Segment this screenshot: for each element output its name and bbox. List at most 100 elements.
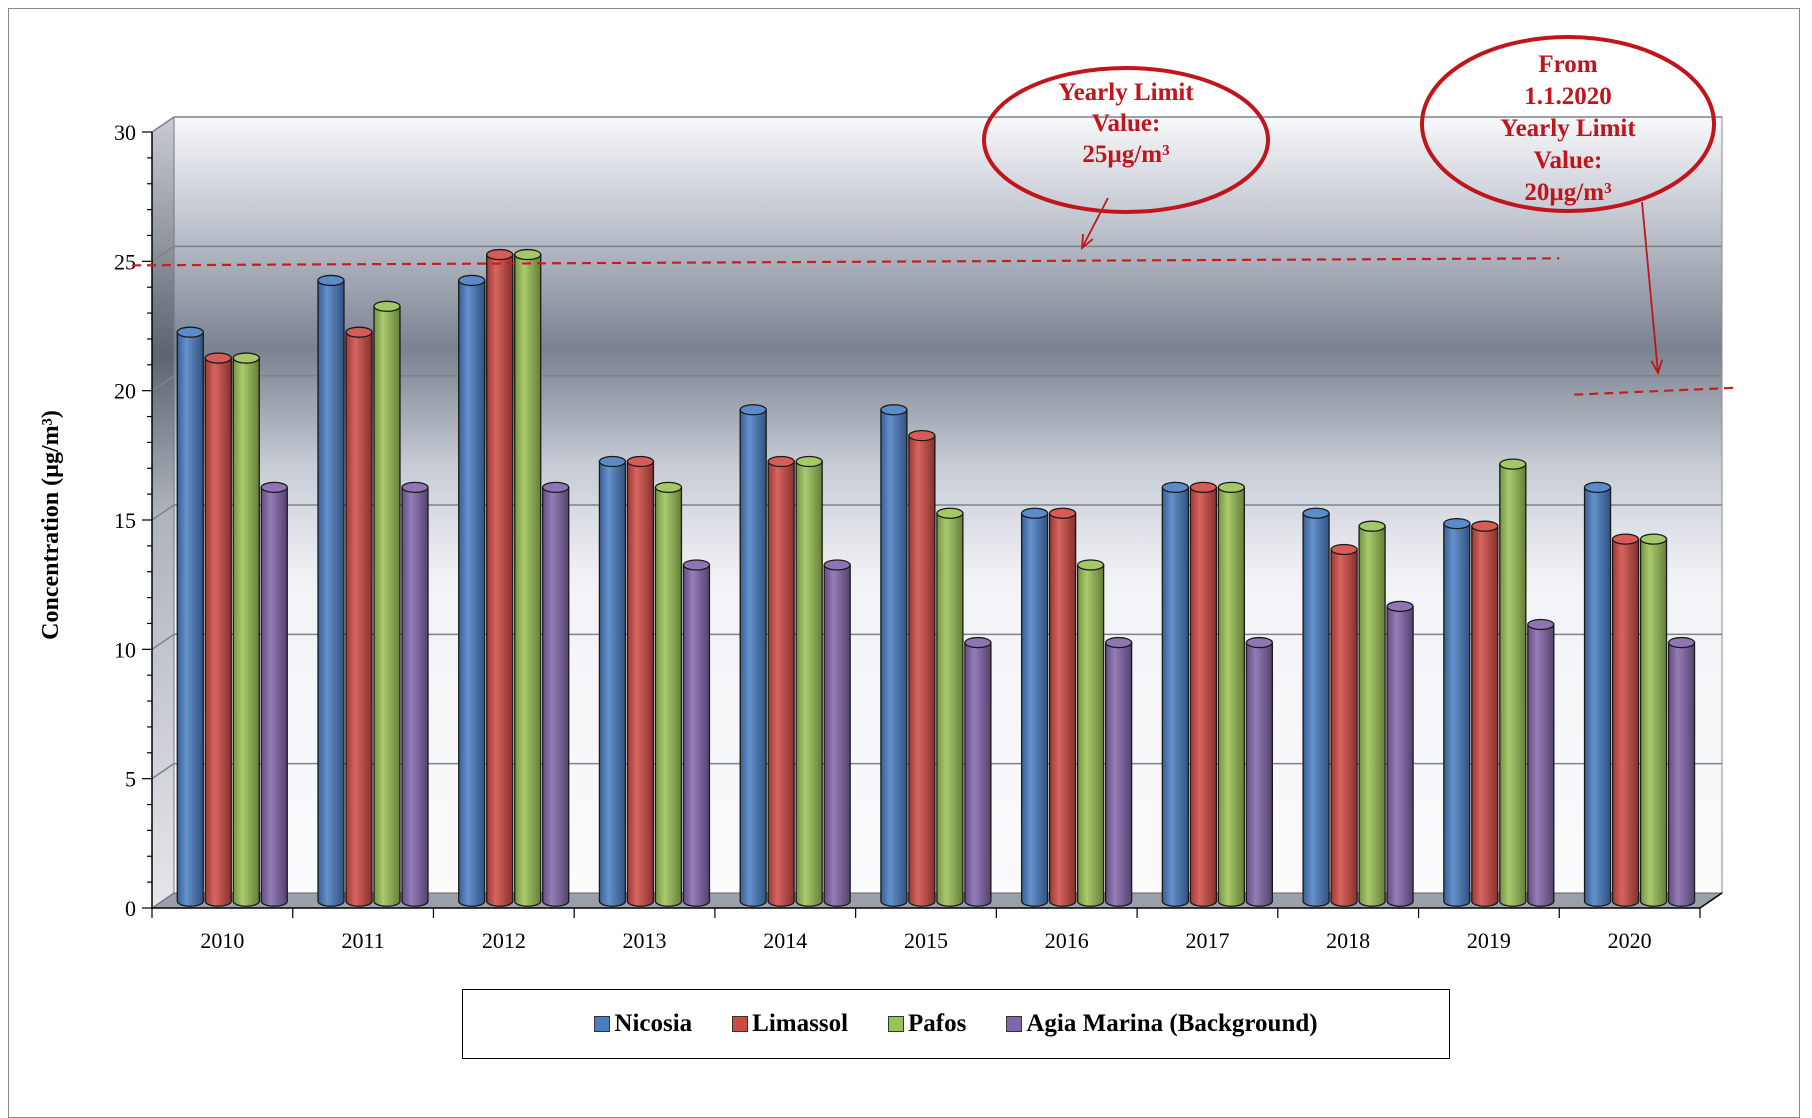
x-tick-label: 2015 — [904, 928, 948, 953]
bar — [260, 481, 288, 907]
bar-top — [1330, 543, 1358, 556]
bar — [1611, 533, 1640, 907]
bar — [514, 248, 542, 907]
bar-body — [458, 279, 486, 907]
bar-body — [936, 512, 964, 907]
bar-body — [1527, 623, 1555, 907]
annotations: Yearly Limit Value: 25µg/m³ From 1.1.2020 Yea… — [982, 35, 1716, 376]
legend-swatch — [888, 1016, 905, 1032]
bar-body — [626, 460, 655, 907]
bar-body — [598, 460, 627, 907]
annotation-arrow — [1641, 201, 1659, 374]
bar — [1217, 481, 1246, 907]
bar-body — [1667, 641, 1696, 907]
bar — [823, 559, 851, 907]
bar-body — [204, 357, 232, 907]
gridline-side — [151, 116, 175, 133]
x-tick-label: 2014 — [763, 928, 807, 953]
bar — [1583, 481, 1612, 907]
bar-body — [317, 279, 345, 907]
bar — [176, 326, 204, 907]
bar — [1386, 600, 1414, 907]
legend-item: Limassol — [732, 1010, 848, 1038]
bar-body — [1386, 605, 1414, 907]
bar-top — [1358, 520, 1386, 532]
legend-label: Pafos — [908, 1010, 967, 1037]
bar-top — [1048, 507, 1077, 519]
annotation-arrowhead — [1650, 359, 1664, 376]
bar-top — [1302, 507, 1330, 519]
bar — [1104, 636, 1133, 907]
bar-top — [1667, 636, 1696, 649]
bar — [767, 455, 795, 907]
bar — [542, 481, 570, 907]
x-tick-label: 2012 — [482, 928, 526, 953]
limit-line — [131, 257, 1560, 267]
y-tick-label: 20 — [114, 379, 136, 404]
x-axis: 2010 2011 2012 2013 2014 2015 2016 2017 2018 2019… — [151, 892, 1723, 953]
y-tick-label: 10 — [114, 637, 136, 662]
bar-body — [1583, 486, 1612, 907]
bar-top — [1161, 481, 1190, 494]
bar — [458, 274, 486, 907]
y-tick-label: 25 — [114, 249, 136, 274]
y-tick-label: 30 — [114, 120, 136, 145]
bars — [176, 248, 1696, 907]
bar — [1330, 543, 1358, 907]
bar-body — [1443, 522, 1471, 907]
bar — [880, 404, 908, 907]
bar — [1161, 481, 1190, 907]
bar-body — [373, 305, 401, 907]
annotation-arrowhead — [1080, 233, 1094, 251]
annotation-ellipse — [982, 66, 1270, 214]
x-tick-label: 2019 — [1467, 928, 1511, 953]
x-tick-label: 2013 — [623, 928, 667, 953]
bar — [654, 481, 683, 907]
bar-body — [1639, 538, 1668, 907]
bar — [936, 507, 964, 907]
bar-body — [1302, 512, 1330, 907]
bar-top — [1471, 520, 1499, 532]
legend-item: Pafos — [888, 1010, 966, 1038]
limit-lines — [131, 257, 1738, 396]
bar-body — [795, 460, 823, 907]
gridline-side — [151, 633, 175, 650]
annotation-arrow — [1081, 197, 1109, 249]
legend-label: Nicosia — [614, 1010, 693, 1037]
bar — [908, 429, 936, 907]
bar-top — [204, 352, 232, 364]
bar-top — [458, 274, 486, 287]
bar-top — [1217, 481, 1246, 494]
bar — [1245, 636, 1274, 907]
bar-top — [514, 248, 542, 261]
x-tick-label: 2010 — [200, 928, 244, 953]
bar-top — [486, 248, 514, 261]
bar-top — [964, 636, 992, 649]
bar-body — [1020, 512, 1049, 907]
bar-top — [598, 455, 627, 468]
bar-body — [345, 331, 373, 907]
bar-body — [1048, 512, 1077, 907]
bar — [317, 274, 345, 907]
legend-swatch — [1006, 1016, 1023, 1032]
bar-top — [1527, 618, 1555, 631]
bar-top — [1076, 559, 1105, 571]
annotation-text: Value: — [1534, 147, 1603, 174]
annotation-text: From — [1538, 51, 1597, 78]
bar — [401, 481, 429, 907]
bar-body — [823, 564, 851, 907]
bar-body — [767, 460, 795, 907]
y-axis-label: Concentration (µg/m³) — [38, 410, 64, 640]
bar-top — [1583, 481, 1612, 494]
bar — [682, 559, 711, 907]
x-tick-label: 2018 — [1326, 928, 1370, 953]
bar-top — [739, 404, 767, 416]
bar — [739, 404, 767, 907]
bar — [1302, 507, 1330, 907]
bar-body — [1076, 564, 1105, 907]
x-axis-depth-line — [1699, 892, 1723, 909]
bar — [598, 455, 627, 907]
legend-label: Agia Marina (Background) — [1026, 1010, 1318, 1037]
x-tick-label: 2016 — [1045, 928, 1089, 953]
y-tick-label: 0 — [125, 896, 136, 921]
